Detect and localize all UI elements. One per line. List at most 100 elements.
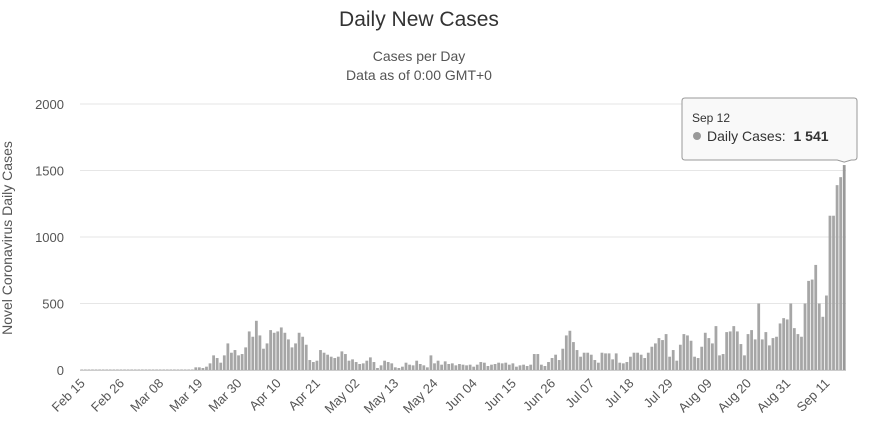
bar-day-153[interactable]	[625, 362, 629, 370]
bar-day-176[interactable]	[707, 338, 711, 370]
bar-day-199[interactable]	[789, 303, 793, 371]
bar-day-44[interactable]	[237, 355, 240, 370]
bar-day-115[interactable]	[490, 364, 493, 370]
bar-day-168[interactable]	[678, 344, 682, 370]
bar-day-152[interactable]	[621, 363, 625, 370]
bar-day-193[interactable]	[768, 345, 771, 370]
bar-day-149[interactable]	[611, 359, 615, 370]
bar-day-106[interactable]	[458, 364, 461, 370]
bar-day-110[interactable]	[472, 366, 476, 370]
bar-day-103[interactable]	[447, 364, 451, 370]
bar-day-142[interactable]	[586, 352, 590, 370]
bar-day-0[interactable]	[80, 369, 84, 371]
bar-day-2[interactable]	[87, 369, 91, 371]
bar-day-51[interactable]	[262, 348, 265, 370]
bar-day-137[interactable]	[568, 330, 572, 370]
bar-day-87[interactable]	[390, 363, 394, 370]
bar-day-186[interactable]	[743, 355, 746, 370]
bar-day-21[interactable]	[155, 369, 158, 371]
bar-day-93[interactable]	[411, 365, 415, 370]
bar-day-19[interactable]	[148, 369, 151, 371]
bar-day-34[interactable]	[201, 368, 205, 370]
bar-day-140[interactable]	[579, 356, 582, 370]
bar-day-162[interactable]	[657, 338, 661, 370]
bar-day-86[interactable]	[386, 362, 390, 370]
bar-day-203[interactable]	[803, 303, 807, 371]
bar-day-174[interactable]	[700, 346, 704, 370]
bar-day-54[interactable]	[272, 332, 276, 370]
bar-day-163[interactable]	[661, 340, 664, 370]
bar-day-49[interactable]	[254, 320, 258, 370]
bar-day-61[interactable]	[297, 332, 301, 370]
bar-day-75[interactable]	[347, 360, 351, 370]
bar-day-181[interactable]	[725, 332, 729, 370]
bar-day-156[interactable]	[636, 352, 639, 370]
bar-day-128[interactable]	[536, 354, 540, 370]
bar-day-98[interactable]	[429, 355, 433, 370]
bar-day-205[interactable]	[810, 279, 814, 370]
bar-day-84[interactable]	[379, 365, 383, 370]
bar-day-133[interactable]	[554, 354, 558, 370]
bar-day-63[interactable]	[304, 344, 308, 370]
bar-day-48[interactable]	[251, 336, 255, 370]
bar-day-136[interactable]	[564, 335, 568, 370]
bar-day-53[interactable]	[269, 330, 272, 370]
bar-day-117[interactable]	[497, 362, 501, 370]
bar-day-183[interactable]	[732, 326, 736, 370]
bar-day-116[interactable]	[493, 364, 497, 370]
bar-day-102[interactable]	[443, 361, 447, 370]
bar-day-14[interactable]	[130, 369, 134, 371]
bar-day-150[interactable]	[614, 353, 618, 371]
bar-day-73[interactable]	[340, 351, 344, 370]
bar-day-8[interactable]	[108, 369, 112, 371]
bar-day-58[interactable]	[287, 339, 290, 370]
bar-day-42[interactable]	[230, 352, 233, 370]
bar-day-138[interactable]	[572, 342, 575, 370]
bar-day-101[interactable]	[440, 364, 444, 370]
bar-day-65[interactable]	[311, 362, 315, 370]
bar-day-212[interactable]	[835, 185, 839, 370]
bar-day-147[interactable]	[604, 353, 607, 371]
bar-day-22[interactable]	[158, 369, 162, 371]
bar-day-208[interactable]	[821, 316, 825, 370]
bar-day-45[interactable]	[240, 354, 244, 370]
bar-day-25[interactable]	[169, 369, 173, 371]
bar-day-47[interactable]	[247, 331, 251, 370]
bar-day-184[interactable]	[735, 331, 739, 370]
bar-day-143[interactable]	[589, 354, 593, 370]
bar-day-6[interactable]	[101, 369, 105, 371]
bar-day-20[interactable]	[151, 369, 155, 371]
bar-day-70[interactable]	[329, 356, 333, 370]
bar-day-209[interactable]	[825, 295, 828, 370]
bar-day-91[interactable]	[404, 362, 408, 370]
bar-day-201[interactable]	[796, 334, 800, 370]
bar-day-175[interactable]	[703, 332, 707, 370]
bar-day-191[interactable]	[760, 339, 764, 370]
bar-day-159[interactable]	[646, 352, 650, 370]
bar-day-211[interactable]	[832, 215, 835, 370]
bar-day-178[interactable]	[714, 326, 718, 370]
bar-day-17[interactable]	[140, 369, 144, 371]
bar-day-124[interactable]	[522, 364, 525, 370]
bar-day-64[interactable]	[308, 360, 312, 370]
bar-day-60[interactable]	[294, 343, 297, 370]
bar-day-197[interactable]	[782, 318, 786, 370]
bar-day-129[interactable]	[539, 364, 543, 370]
bar-day-134[interactable]	[557, 360, 561, 370]
bar-day-24[interactable]	[165, 369, 169, 371]
bar-day-120[interactable]	[507, 364, 511, 370]
bar-day-164[interactable]	[664, 334, 668, 370]
bar-day-107[interactable]	[461, 364, 465, 370]
bar-day-100[interactable]	[436, 360, 440, 370]
bar-day-26[interactable]	[173, 369, 176, 371]
bar-day-171[interactable]	[689, 340, 693, 370]
bar-day-12[interactable]	[123, 369, 126, 371]
bar-day-1[interactable]	[83, 369, 87, 371]
bar-day-146[interactable]	[600, 352, 604, 370]
bar-day-62[interactable]	[301, 336, 305, 370]
bar-day-204[interactable]	[807, 280, 810, 370]
bar-day-189[interactable]	[753, 339, 757, 370]
bar-day-5[interactable]	[98, 369, 101, 371]
bar-day-144[interactable]	[593, 360, 597, 370]
bar-day-210[interactable]	[828, 215, 832, 370]
